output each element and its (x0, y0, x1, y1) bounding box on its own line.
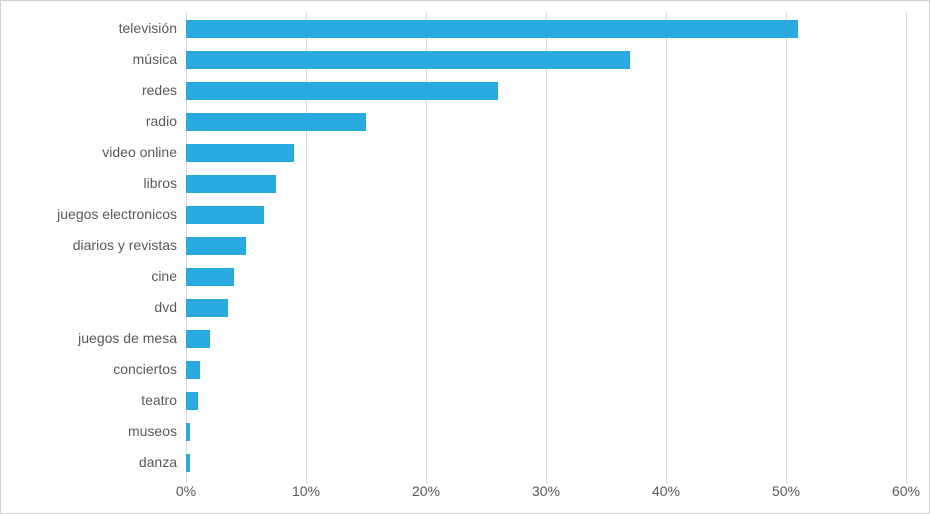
x-axis-label: 0% (176, 483, 196, 499)
bar-row (186, 13, 906, 44)
y-axis-label: teatro (7, 385, 177, 416)
y-axis-label: juegos de mesa (7, 323, 177, 354)
bar (186, 20, 798, 38)
bar (186, 423, 190, 441)
bar-row (186, 323, 906, 354)
bar-row (186, 168, 906, 199)
y-axis-label: juegos electronicos (7, 199, 177, 230)
bar-row (186, 199, 906, 230)
bar-row (186, 137, 906, 168)
bar (186, 51, 630, 69)
y-axis-label: museos (7, 416, 177, 447)
x-axis-label: 10% (292, 483, 320, 499)
y-axis-label: cine (7, 261, 177, 292)
x-axis-label: 60% (892, 483, 920, 499)
y-axis-label: redes (7, 75, 177, 106)
x-axis-label: 20% (412, 483, 440, 499)
y-axis-label: video online (7, 137, 177, 168)
bar-row (186, 447, 906, 478)
bar-row (186, 416, 906, 447)
y-axis-label: diarios y revistas (7, 230, 177, 261)
bar-row (186, 75, 906, 106)
bar (186, 113, 366, 131)
bar (186, 454, 190, 472)
bar-row (186, 292, 906, 323)
bar-row (186, 230, 906, 261)
y-axis-label: música (7, 44, 177, 75)
bar (186, 144, 294, 162)
bar (186, 330, 210, 348)
bar-chart: 0% 10% 20% 30% 40% 50% 60% televisiónmúsicarede… (0, 0, 930, 514)
bar (186, 237, 246, 255)
x-axis-label: 50% (772, 483, 800, 499)
y-axis-label: dvd (7, 292, 177, 323)
y-axis-label: conciertos (7, 354, 177, 385)
y-axis-label: libros (7, 168, 177, 199)
bar (186, 206, 264, 224)
bar-row (186, 106, 906, 137)
y-axis-label: televisión (7, 13, 177, 44)
bar (186, 392, 198, 410)
x-axis-label: 30% (532, 483, 560, 499)
gridline (906, 13, 907, 478)
bar (186, 299, 228, 317)
bar-row (186, 385, 906, 416)
y-axis-label: radio (7, 106, 177, 137)
plot-area (186, 13, 906, 478)
bar (186, 175, 276, 193)
bar (186, 82, 498, 100)
x-axis-label: 40% (652, 483, 680, 499)
bar-row (186, 44, 906, 75)
bar-row (186, 261, 906, 292)
bar (186, 268, 234, 286)
bar-row (186, 354, 906, 385)
bar (186, 361, 200, 379)
y-axis-label: danza (7, 447, 177, 478)
